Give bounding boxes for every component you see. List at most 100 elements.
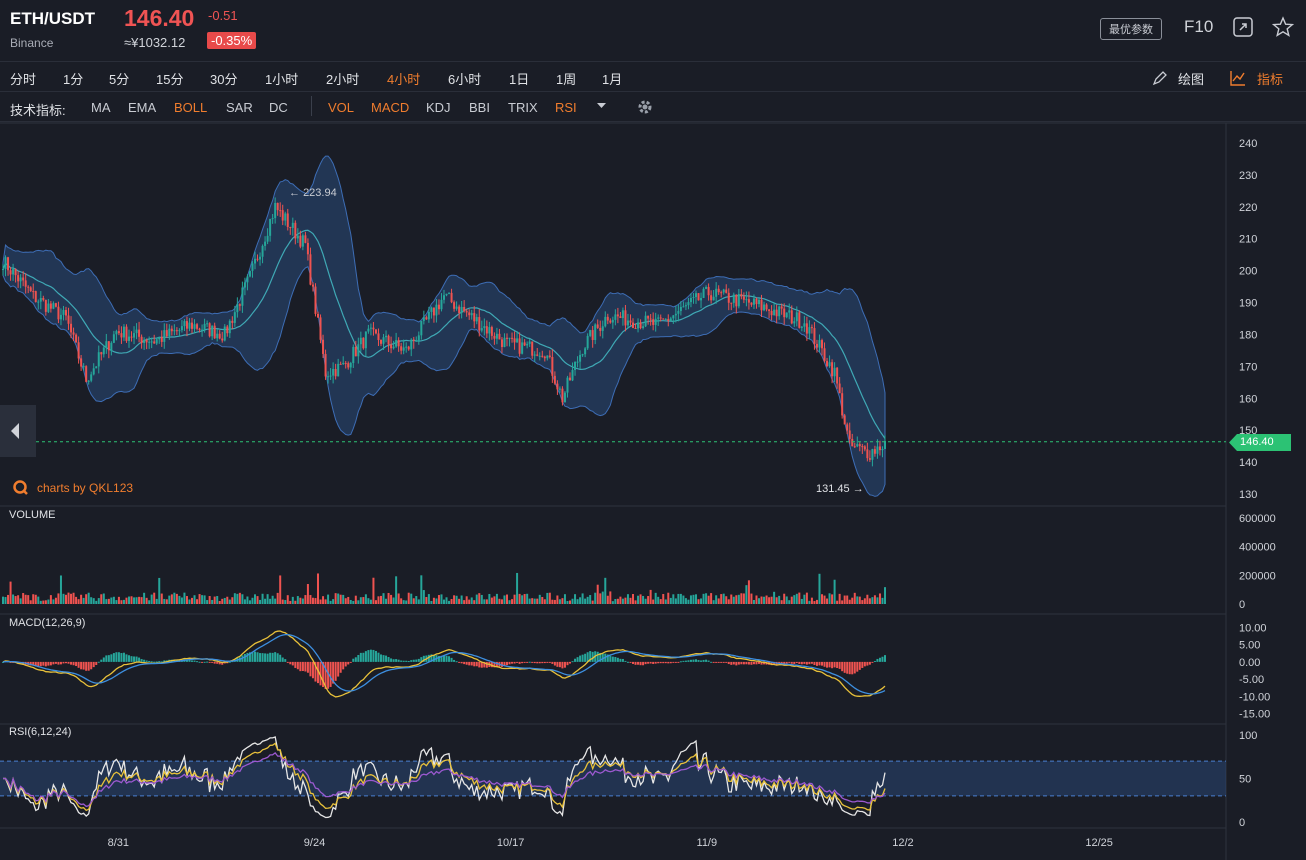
- symbol[interactable]: ETH/USDT: [10, 9, 95, 28]
- macd-histogram-bar: [621, 658, 624, 662]
- candle-body: [264, 241, 267, 246]
- volume-bar: [415, 596, 418, 604]
- volume-bar: [374, 600, 377, 604]
- macd-histogram-bar: [344, 661, 347, 667]
- interval-tab[interactable]: 1小时: [265, 72, 299, 87]
- fullscreen-icon[interactable]: [1233, 17, 1253, 37]
- macd-histogram-bar: [710, 661, 713, 663]
- indicator-vol[interactable]: VOL: [328, 100, 355, 115]
- interval-tab[interactable]: 2小时: [326, 72, 360, 87]
- interval-tab-active[interactable]: 4小时: [387, 72, 421, 87]
- time-axis-tick: 8/31: [108, 837, 129, 849]
- interval-tab[interactable]: 1日: [509, 72, 530, 87]
- candle-body: [334, 368, 337, 377]
- volume-bar: [397, 593, 400, 604]
- indicator-button[interactable]: 指标: [1257, 72, 1284, 87]
- draw-button[interactable]: 绘图: [1178, 72, 1205, 87]
- candle-body: [17, 275, 20, 282]
- candle-body: [861, 446, 864, 448]
- candle-body: [95, 366, 98, 369]
- macd-histogram-bar: [254, 651, 256, 662]
- indicator-bbi[interactable]: BBI: [469, 100, 490, 115]
- volume-bar: [853, 592, 856, 604]
- interval-tab[interactable]: 6小时: [448, 72, 482, 87]
- macd-histogram-bar: [294, 661, 297, 668]
- macd-histogram-bar: [884, 655, 886, 662]
- volume-bar: [185, 596, 188, 604]
- volume-bar: [168, 595, 171, 604]
- volume-bar: [279, 575, 282, 604]
- indicator-ema[interactable]: EMA: [128, 100, 157, 115]
- volume-bar: [402, 600, 405, 604]
- macd-histogram-bar: [148, 660, 151, 662]
- macd-histogram-bar: [758, 661, 760, 664]
- macd-histogram-bar: [206, 661, 209, 663]
- bollinger-band: [2, 155, 886, 497]
- pencil-icon[interactable]: [1152, 70, 1168, 86]
- f10-button[interactable]: F10: [1184, 17, 1214, 36]
- macd-histogram-bar: [264, 653, 267, 662]
- interval-tab[interactable]: 5分: [109, 72, 130, 87]
- interval-tab[interactable]: 30分: [210, 72, 238, 87]
- candle-body: [717, 288, 720, 293]
- interval-tab[interactable]: 1月: [602, 72, 623, 87]
- volume-bar: [304, 595, 307, 604]
- candle-body: [221, 338, 224, 341]
- candle-body: [503, 337, 506, 347]
- volume-bar: [443, 599, 445, 604]
- candle-body: [407, 346, 410, 350]
- macd-histogram-bar: [836, 661, 839, 669]
- scroll-left-button[interactable]: [0, 405, 36, 457]
- star-icon[interactable]: [1272, 16, 1294, 38]
- volume-bar: [468, 599, 471, 604]
- interval-tab[interactable]: 15分: [156, 72, 184, 87]
- macd-axis-tick: -15.00: [1239, 709, 1270, 721]
- macd-histogram-bar: [569, 661, 571, 664]
- candle-body: [750, 302, 753, 305]
- interval-tab[interactable]: 分时: [10, 72, 37, 87]
- volume-bar: [276, 592, 279, 604]
- indicator-dc[interactable]: DC: [269, 100, 288, 115]
- volume-bar: [511, 599, 514, 604]
- macd-histogram-bar: [130, 656, 133, 662]
- macd-histogram-bar: [261, 653, 264, 662]
- indicator-kdj[interactable]: KDJ: [426, 100, 451, 115]
- candle-body: [881, 448, 884, 451]
- indicator-trix[interactable]: TRIX: [508, 100, 538, 115]
- volume-bar: [858, 596, 861, 604]
- macd-histogram-bar: [773, 661, 776, 665]
- volume-bar: [422, 590, 425, 604]
- indicator-sar[interactable]: SAR: [226, 100, 253, 115]
- best-params-button[interactable]: 最优参数: [1100, 18, 1162, 40]
- price-axis-tick: 230: [1239, 170, 1257, 182]
- candle-body: [357, 344, 360, 357]
- indicator-boll[interactable]: BOLL: [174, 100, 208, 115]
- gear-icon[interactable]: [636, 98, 654, 116]
- macd-histogram-bar: [838, 661, 841, 669]
- volume-bar: [65, 594, 67, 604]
- candle-body: [395, 339, 398, 347]
- macd-histogram-bar: [286, 661, 289, 663]
- volume-bar: [322, 596, 325, 604]
- indicator-icon[interactable]: [1230, 70, 1246, 86]
- volume-bar: [488, 593, 491, 604]
- volume-bar: [188, 599, 191, 604]
- interval-tab[interactable]: 1周: [556, 72, 577, 87]
- interval-tab[interactable]: 1分: [63, 72, 84, 87]
- indicator-rsi[interactable]: RSI: [555, 100, 577, 115]
- macd-histogram-bar: [679, 661, 682, 663]
- macd-histogram-bar: [2, 661, 4, 663]
- macd-axis-tick: -5.00: [1239, 674, 1264, 686]
- indicator-macd[interactable]: MACD: [371, 100, 410, 115]
- indicator-ma[interactable]: MA: [91, 100, 111, 115]
- volume-bar: [112, 596, 115, 604]
- volume-bar: [143, 592, 146, 604]
- macd-histogram-bar: [586, 652, 589, 662]
- candle-body: [435, 304, 438, 316]
- candle-body: [833, 367, 836, 377]
- chevron-down-icon[interactable]: [597, 102, 607, 110]
- macd-histogram-bar: [591, 651, 594, 662]
- volume-bar: [682, 595, 685, 604]
- candle-body: [135, 329, 138, 334]
